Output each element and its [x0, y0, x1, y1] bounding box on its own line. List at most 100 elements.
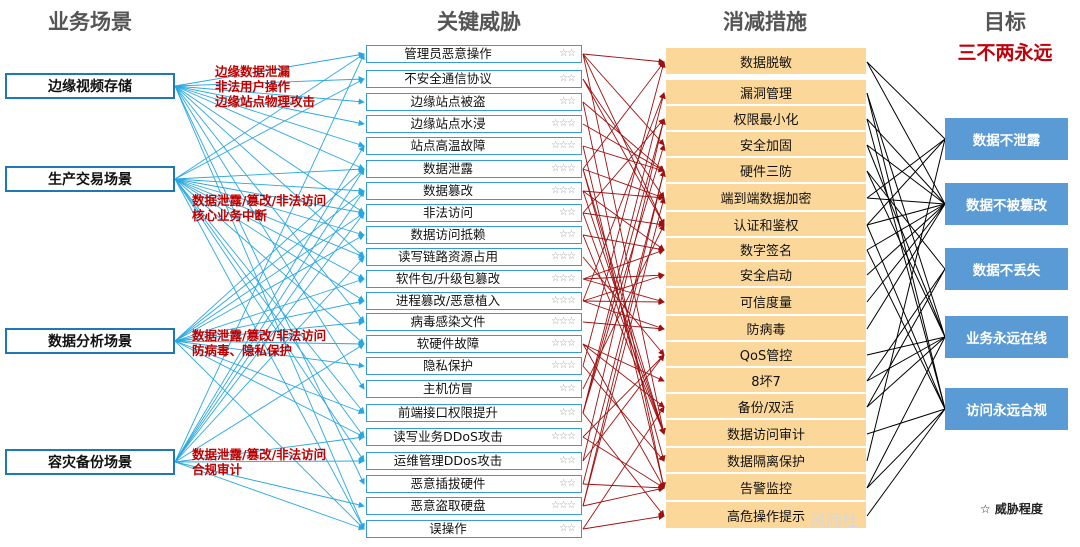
- severity-stars: ☆☆: [559, 96, 576, 107]
- scenario-box: 容灾备份场景: [5, 449, 175, 475]
- connector-line: [174, 85, 365, 390]
- connector-line: [174, 457, 365, 465]
- connector-line: [582, 92, 666, 414]
- connector-line: [174, 340, 365, 348]
- connector-line: [174, 340, 365, 438]
- connector-line: [866, 408, 946, 489]
- connector-line: [866, 61, 946, 205]
- connector-line: [582, 513, 665, 530]
- scenario-box: 数据分析场景: [5, 328, 175, 354]
- connector-line: [174, 85, 365, 485]
- severity-stars: ☆☆☆: [551, 295, 576, 306]
- scenario-threat-lines: [174, 51, 365, 531]
- connector-line: [582, 101, 666, 489]
- goal-box: 数据不被篡改: [945, 183, 1068, 225]
- threat-box: 病毒感染文件 ☆☆☆: [366, 313, 582, 331]
- threat-box: 边缘站点水浸 ☆☆☆: [366, 115, 582, 133]
- connector-line: [866, 336, 946, 489]
- connector-line: [582, 300, 665, 331]
- mitigation-goal-lines: [866, 61, 946, 517]
- threat-box: 数据泄露 ☆☆☆: [366, 160, 582, 178]
- threat-box: 主机仿冒 ☆☆: [366, 380, 582, 398]
- mitigation-box: 硬件三防: [666, 158, 866, 184]
- connector-line: [174, 168, 365, 342]
- severity-legend: ☆ 威胁程度: [980, 502, 1043, 516]
- scenario-annotation: 数据泄露/篡改/非法访问 防病毒、隐私保护: [192, 328, 327, 358]
- mitigation-box: 权限最小化: [666, 106, 866, 132]
- mitigation-box: 数据隔离保护: [666, 448, 866, 474]
- connector-line: [582, 212, 666, 435]
- connector-line: [866, 249, 946, 410]
- connector-line: [174, 178, 365, 216]
- connector-line: [582, 118, 666, 462]
- threat-box: 管理员恶意操作 ☆☆: [366, 45, 582, 63]
- connector-line: [174, 190, 365, 463]
- mitigation-box: 数据脱敏: [666, 48, 866, 76]
- connector-line: [866, 118, 946, 205]
- threat-box: 站点高温故障 ☆☆☆: [366, 137, 582, 155]
- connector-line: [174, 212, 365, 342]
- connector-line: [866, 268, 946, 408]
- connector-line: [582, 190, 665, 251]
- connector-line: [866, 170, 946, 270]
- connector-line: [582, 343, 665, 382]
- connector-line: [174, 178, 365, 530]
- severity-stars: ☆☆: [559, 407, 576, 418]
- threat-box: 非法访问 ☆☆: [366, 204, 582, 222]
- threat-box: 运维管理DDos攻击 ☆☆: [366, 452, 582, 470]
- connector-line: [174, 319, 365, 342]
- connector-line: [174, 178, 365, 414]
- connector-line: [174, 234, 365, 342]
- threat-box: 误操作 ☆☆: [366, 520, 582, 538]
- connector-line: [582, 197, 666, 507]
- connector-line: [174, 178, 365, 302]
- connector-line: [582, 78, 665, 226]
- connector-line: [582, 53, 666, 435]
- connector-line: [582, 486, 665, 507]
- connector-line: [866, 336, 946, 408]
- severity-stars: ☆☆☆: [551, 163, 576, 174]
- connector-line: [582, 145, 666, 489]
- severity-stars: ☆☆☆: [551, 360, 576, 371]
- connector-line: [174, 190, 365, 342]
- connector-line: [866, 197, 946, 205]
- severity-stars: ☆☆☆: [551, 273, 576, 284]
- threat-box: 恶意盗取硬盘 ☆☆☆: [366, 497, 582, 515]
- connector-line: [582, 483, 665, 491]
- threat-box: 前端接口权限提升 ☆☆: [366, 404, 582, 422]
- connector-line: [582, 436, 665, 489]
- mitigation-box: QoS管控: [666, 342, 866, 368]
- threat-box: 数据篡改 ☆☆☆: [366, 182, 582, 200]
- threat-box: 读写链路资源占用 ☆☆☆: [366, 248, 582, 266]
- mitigation-box: 备份/双活: [666, 394, 866, 420]
- connector-line: [582, 53, 665, 146]
- mitigation-box: 认证和鉴权: [666, 212, 866, 238]
- severity-stars: ☆☆☆: [551, 251, 576, 262]
- connector-line: [582, 298, 665, 306]
- threat-box: 边缘站点被盗 ☆☆: [366, 93, 582, 111]
- connector-line: [582, 190, 665, 201]
- connector-line: [174, 299, 365, 342]
- connector-line: [582, 321, 665, 332]
- connector-line: [174, 461, 365, 531]
- connector-line: [174, 340, 365, 415]
- connector-line: [174, 85, 365, 323]
- goal-box: 数据不丢失: [945, 248, 1068, 290]
- goal-box: 业务永远在线: [945, 316, 1068, 358]
- connector-line: [174, 178, 365, 345]
- connector-line: [582, 144, 666, 414]
- connector-line: [582, 354, 665, 438]
- connector-line: [582, 78, 665, 199]
- connector-line: [866, 408, 946, 435]
- connector-line: [866, 268, 946, 382]
- mitigation-box: 高危操作提示: [666, 502, 866, 530]
- connector-line: [582, 118, 666, 414]
- connector-line: [174, 178, 365, 194]
- connector-line: [174, 145, 365, 463]
- goals-subtitle: 三不两永远: [957, 42, 1053, 64]
- connector-line: [582, 92, 665, 302]
- mitigation-box: 告警监控: [666, 474, 866, 502]
- threat-box: 软硬件故障 ☆☆☆: [366, 335, 582, 353]
- severity-stars: ☆☆: [559, 48, 576, 59]
- header-threats: 关键威胁: [437, 10, 521, 34]
